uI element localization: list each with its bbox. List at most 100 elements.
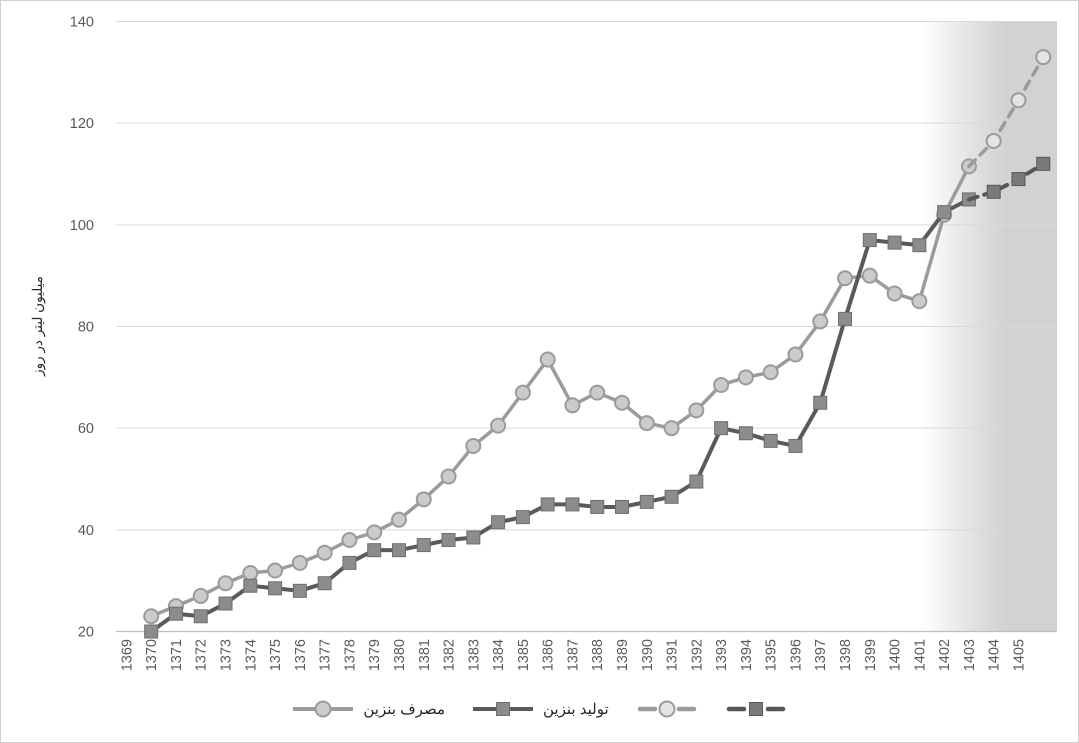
dashed-square-legend-marker bbox=[726, 702, 785, 716]
data-point-marker bbox=[887, 235, 902, 250]
x-tick-label: 1394 bbox=[739, 639, 755, 671]
data-point-marker bbox=[367, 543, 382, 558]
data-point-marker bbox=[391, 543, 406, 558]
data-point-marker bbox=[1035, 49, 1052, 66]
data-point-marker bbox=[466, 530, 481, 545]
data-point-marker bbox=[1011, 172, 1026, 187]
data-point-marker bbox=[788, 438, 803, 453]
data-point-marker bbox=[268, 581, 283, 596]
data-point-marker bbox=[342, 555, 357, 570]
data-point-marker bbox=[937, 205, 952, 220]
legend-marker-glyph bbox=[314, 700, 332, 718]
x-tick-label: 1372 bbox=[194, 639, 210, 671]
data-point-marker bbox=[465, 437, 482, 454]
data-point-marker bbox=[291, 554, 308, 571]
x-tick-label: 1386 bbox=[541, 639, 557, 671]
y-tick-label: 100 bbox=[70, 218, 94, 234]
x-tick-label: 1388 bbox=[590, 639, 606, 671]
data-point-marker bbox=[689, 474, 704, 489]
y-tick-label: 80 bbox=[78, 320, 94, 336]
data-point-marker bbox=[985, 132, 1002, 149]
data-point-marker bbox=[565, 497, 580, 512]
data-point-marker bbox=[218, 596, 233, 611]
y-tick-label: 140 bbox=[70, 15, 94, 31]
dashed-circle-legend-marker bbox=[637, 700, 696, 718]
x-tick-label: 1371 bbox=[169, 639, 185, 671]
data-point-marker bbox=[986, 184, 1001, 199]
x-tick-label: 1397 bbox=[813, 639, 829, 671]
data-point-marker bbox=[688, 402, 705, 419]
data-point-marker bbox=[514, 384, 531, 401]
data-point-marker bbox=[192, 587, 209, 604]
x-tick-label: 1384 bbox=[491, 639, 507, 671]
data-point-marker bbox=[242, 565, 259, 582]
x-tick-label: 1404 bbox=[987, 639, 1003, 671]
x-tick-label: 1385 bbox=[516, 639, 532, 671]
data-point-marker bbox=[416, 538, 431, 553]
data-point-marker bbox=[589, 384, 606, 401]
x-tick-label: 1369 bbox=[119, 639, 135, 671]
legend-item-3 bbox=[725, 700, 787, 718]
series-0 bbox=[143, 158, 977, 625]
data-point-marker bbox=[638, 415, 655, 432]
data-point-marker bbox=[341, 532, 358, 548]
data-point-marker bbox=[737, 369, 754, 386]
legend-item-0: مصرف بنزین bbox=[292, 700, 445, 718]
data-point-marker bbox=[539, 351, 556, 368]
data-point-marker bbox=[415, 491, 432, 508]
data-point-marker bbox=[812, 313, 829, 330]
data-point-marker bbox=[193, 609, 208, 624]
x-tick-label: 1374 bbox=[243, 639, 259, 671]
y-axis-title: میلیون لیتر در روز bbox=[30, 276, 45, 376]
data-point-marker bbox=[615, 499, 629, 514]
data-point-marker bbox=[614, 394, 630, 411]
data-point-marker bbox=[316, 544, 333, 561]
data-point-marker bbox=[243, 578, 258, 593]
x-tick-label: 1381 bbox=[417, 639, 433, 671]
x-tick-label: 1396 bbox=[788, 639, 804, 671]
data-point-marker bbox=[144, 624, 159, 639]
series-line-3 bbox=[966, 161, 1046, 202]
x-tick-label: 1393 bbox=[714, 639, 730, 671]
data-point-marker bbox=[143, 608, 160, 625]
x-tick-label: 1390 bbox=[640, 639, 656, 671]
data-point-marker bbox=[911, 293, 928, 310]
data-point-marker bbox=[714, 421, 729, 436]
series-line-1 bbox=[150, 197, 970, 634]
data-point-marker bbox=[886, 285, 903, 302]
x-tick-label: 1402 bbox=[937, 639, 953, 671]
legend-label: مصرف بنزین bbox=[363, 701, 445, 718]
legend-marker-glyph bbox=[495, 702, 510, 716]
x-tick-label: 1373 bbox=[219, 639, 235, 671]
legend-label: تولید بنزین bbox=[542, 701, 609, 718]
solid-circle-legend-marker bbox=[293, 700, 354, 718]
series-2 bbox=[967, 49, 1052, 169]
x-tick-label: 1389 bbox=[615, 639, 631, 671]
x-tick-label: 1383 bbox=[466, 639, 482, 671]
data-point-marker bbox=[639, 494, 654, 509]
x-tick-label: 1377 bbox=[318, 639, 334, 671]
series-line-2 bbox=[967, 55, 1046, 169]
data-point-marker bbox=[862, 233, 877, 248]
data-point-marker bbox=[564, 397, 581, 414]
legend-item-2 bbox=[636, 700, 698, 718]
data-point-marker bbox=[267, 562, 284, 579]
data-point-marker bbox=[390, 511, 407, 528]
x-tick-label: 1382 bbox=[442, 639, 458, 671]
x-tick-label: 1387 bbox=[565, 639, 581, 671]
legend-marker-glyph bbox=[748, 702, 763, 716]
chart-legend: مصرف بنزین تولید بنزین bbox=[1, 700, 1078, 718]
data-point-marker bbox=[440, 468, 457, 485]
data-point-marker bbox=[762, 364, 779, 381]
x-tick-label: 1400 bbox=[888, 639, 904, 671]
series-3 bbox=[966, 156, 1051, 202]
data-point-marker bbox=[663, 420, 680, 437]
x-tick-label: 1370 bbox=[144, 639, 160, 671]
x-tick-label: 1403 bbox=[962, 639, 978, 671]
x-tick-label: 1379 bbox=[367, 639, 383, 671]
data-point-marker bbox=[366, 524, 383, 541]
y-tick-label: 40 bbox=[78, 523, 94, 539]
data-point-marker bbox=[861, 267, 878, 284]
